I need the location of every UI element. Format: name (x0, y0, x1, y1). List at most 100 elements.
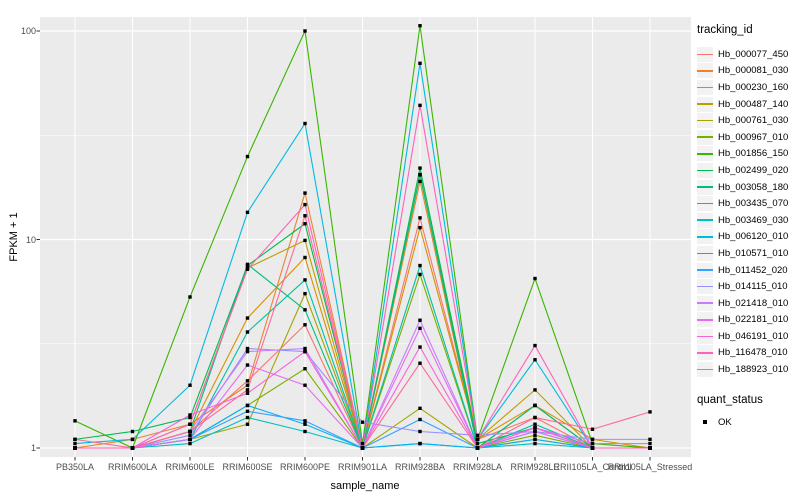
legend-key-line-icon (697, 113, 713, 129)
data-point (533, 437, 537, 442)
data-point (418, 406, 422, 411)
data-point (245, 349, 250, 354)
data-point (245, 415, 250, 420)
legend-item-Hb_003469_030: Hb_003469_030 (697, 212, 797, 229)
x-tick-label-RRII105LA_Stressed: RRII105LA_Stressed (607, 462, 693, 472)
legend-item-quant-ok: OK (697, 414, 797, 431)
data-point (590, 427, 595, 431)
legend-item-Hb_003435_070: Hb_003435_070 (697, 195, 797, 212)
data-point (188, 429, 192, 434)
legend-item-Hb_011452_020: Hb_011452_020 (697, 262, 797, 279)
legend-label: Hb_003469_030 (718, 214, 789, 226)
data-point (188, 413, 192, 417)
legend-item-Hb_006120_010: Hb_006120_010 (697, 229, 797, 246)
data-point (188, 295, 192, 299)
x-tick-label-RRIM600PE: RRIM600PE (279, 462, 331, 472)
legend-item-Hb_001856_150: Hb_001856_150 (697, 146, 797, 163)
data-point (303, 121, 307, 126)
data-point (303, 238, 307, 243)
data-point (245, 346, 250, 351)
x-tick-label-RRIM600SE: RRIM600SE (222, 462, 273, 472)
legend-item-Hb_000967_010: Hb_000967_010 (697, 129, 797, 146)
data-point (360, 420, 365, 424)
data-point (303, 422, 307, 426)
data-point (533, 388, 537, 392)
data-point (303, 214, 307, 218)
data-point (303, 383, 307, 387)
legend-item-Hb_022181_010: Hb_022181_010 (697, 312, 797, 329)
data-point (245, 383, 250, 387)
x-tick-label-RRIM928BA: RRIM928BA (394, 462, 446, 472)
legend-key-line-icon (697, 345, 713, 361)
data-point (418, 225, 422, 230)
legend-item-Hb_014115_010: Hb_014115_010 (697, 278, 797, 295)
legend-label: Hb_000230_160 (718, 81, 789, 93)
data-point (418, 272, 422, 277)
data-point (418, 216, 422, 220)
legend-label: Hb_116478_010 (718, 347, 788, 359)
legend-item-Hb_000230_160: Hb_000230_160 (697, 79, 797, 96)
legend-item-Hb_000081_030: Hb_000081_030 (697, 63, 797, 80)
legend-title-tracking-id: tracking_id (697, 24, 753, 36)
data-point (303, 349, 307, 354)
data-point (533, 429, 537, 434)
x-tick-label-PB350LA: PB350LA (55, 462, 95, 472)
legend-key-line-icon (697, 328, 713, 344)
data-point (303, 429, 307, 434)
data-point (73, 437, 77, 442)
data-point (245, 210, 250, 215)
data-point (418, 61, 422, 65)
legend-key-line-icon (697, 63, 713, 79)
legend-item-Hb_000077_450: Hb_000077_450 (697, 46, 797, 63)
legend-key-line-icon (697, 312, 713, 328)
data-point (418, 429, 422, 434)
data-point (245, 363, 250, 367)
data-point (475, 441, 480, 446)
data-point (303, 222, 307, 226)
data-point (533, 441, 537, 446)
legend-label: Hb_003058_180 (718, 181, 789, 193)
data-point (73, 441, 77, 446)
data-point (245, 409, 250, 413)
data-point (418, 24, 422, 28)
x-tick-label-RRIM600LE: RRIM600LE (165, 462, 215, 472)
legend-label: Hb_002499_020 (718, 164, 789, 176)
legend-item-Hb_188923_010: Hb_188923_010 (697, 361, 797, 378)
legend-item-Hb_021418_010: Hb_021418_010 (697, 295, 797, 312)
data-point (648, 446, 652, 450)
legend-item-Hb_010571_010: Hb_010571_010 (697, 245, 797, 262)
data-point (475, 437, 480, 442)
legend-label: Hb_000081_030 (718, 65, 789, 77)
data-point (303, 308, 307, 312)
legend-item-Hb_116478_010: Hb_116478_010 (697, 345, 797, 362)
data-point (303, 291, 307, 296)
data-point (648, 437, 652, 442)
x-tick-label-RRIM600LA: RRIM600LA (107, 462, 158, 472)
legend-items-tracking-id: Hb_000077_450 Hb_000081_030 Hb_000230_160 H… (697, 46, 797, 378)
data-point (303, 419, 307, 423)
data-point (418, 263, 422, 268)
legend-key-line-icon (697, 129, 713, 145)
legend-label: Hb_046191_010 (718, 330, 789, 342)
data-point (418, 361, 422, 365)
data-point (245, 379, 250, 383)
data-point (533, 343, 537, 348)
y-tick-label: 100 (20, 26, 36, 36)
data-point (303, 191, 307, 195)
data-point (303, 29, 307, 33)
data-point (245, 316, 250, 320)
data-point (188, 437, 192, 442)
x-tick-label-RRIM901LA: RRIM901LA (337, 462, 388, 472)
data-point (303, 323, 307, 327)
x-axis-title: sample_name (330, 480, 400, 492)
data-point (245, 391, 250, 395)
data-point (303, 367, 307, 371)
data-point (360, 446, 365, 450)
data-point (188, 415, 192, 420)
data-point (590, 441, 595, 446)
data-point (418, 345, 422, 349)
data-point (418, 179, 422, 184)
data-point (418, 318, 422, 322)
legend-title-quant-status: quant_status (697, 393, 763, 406)
